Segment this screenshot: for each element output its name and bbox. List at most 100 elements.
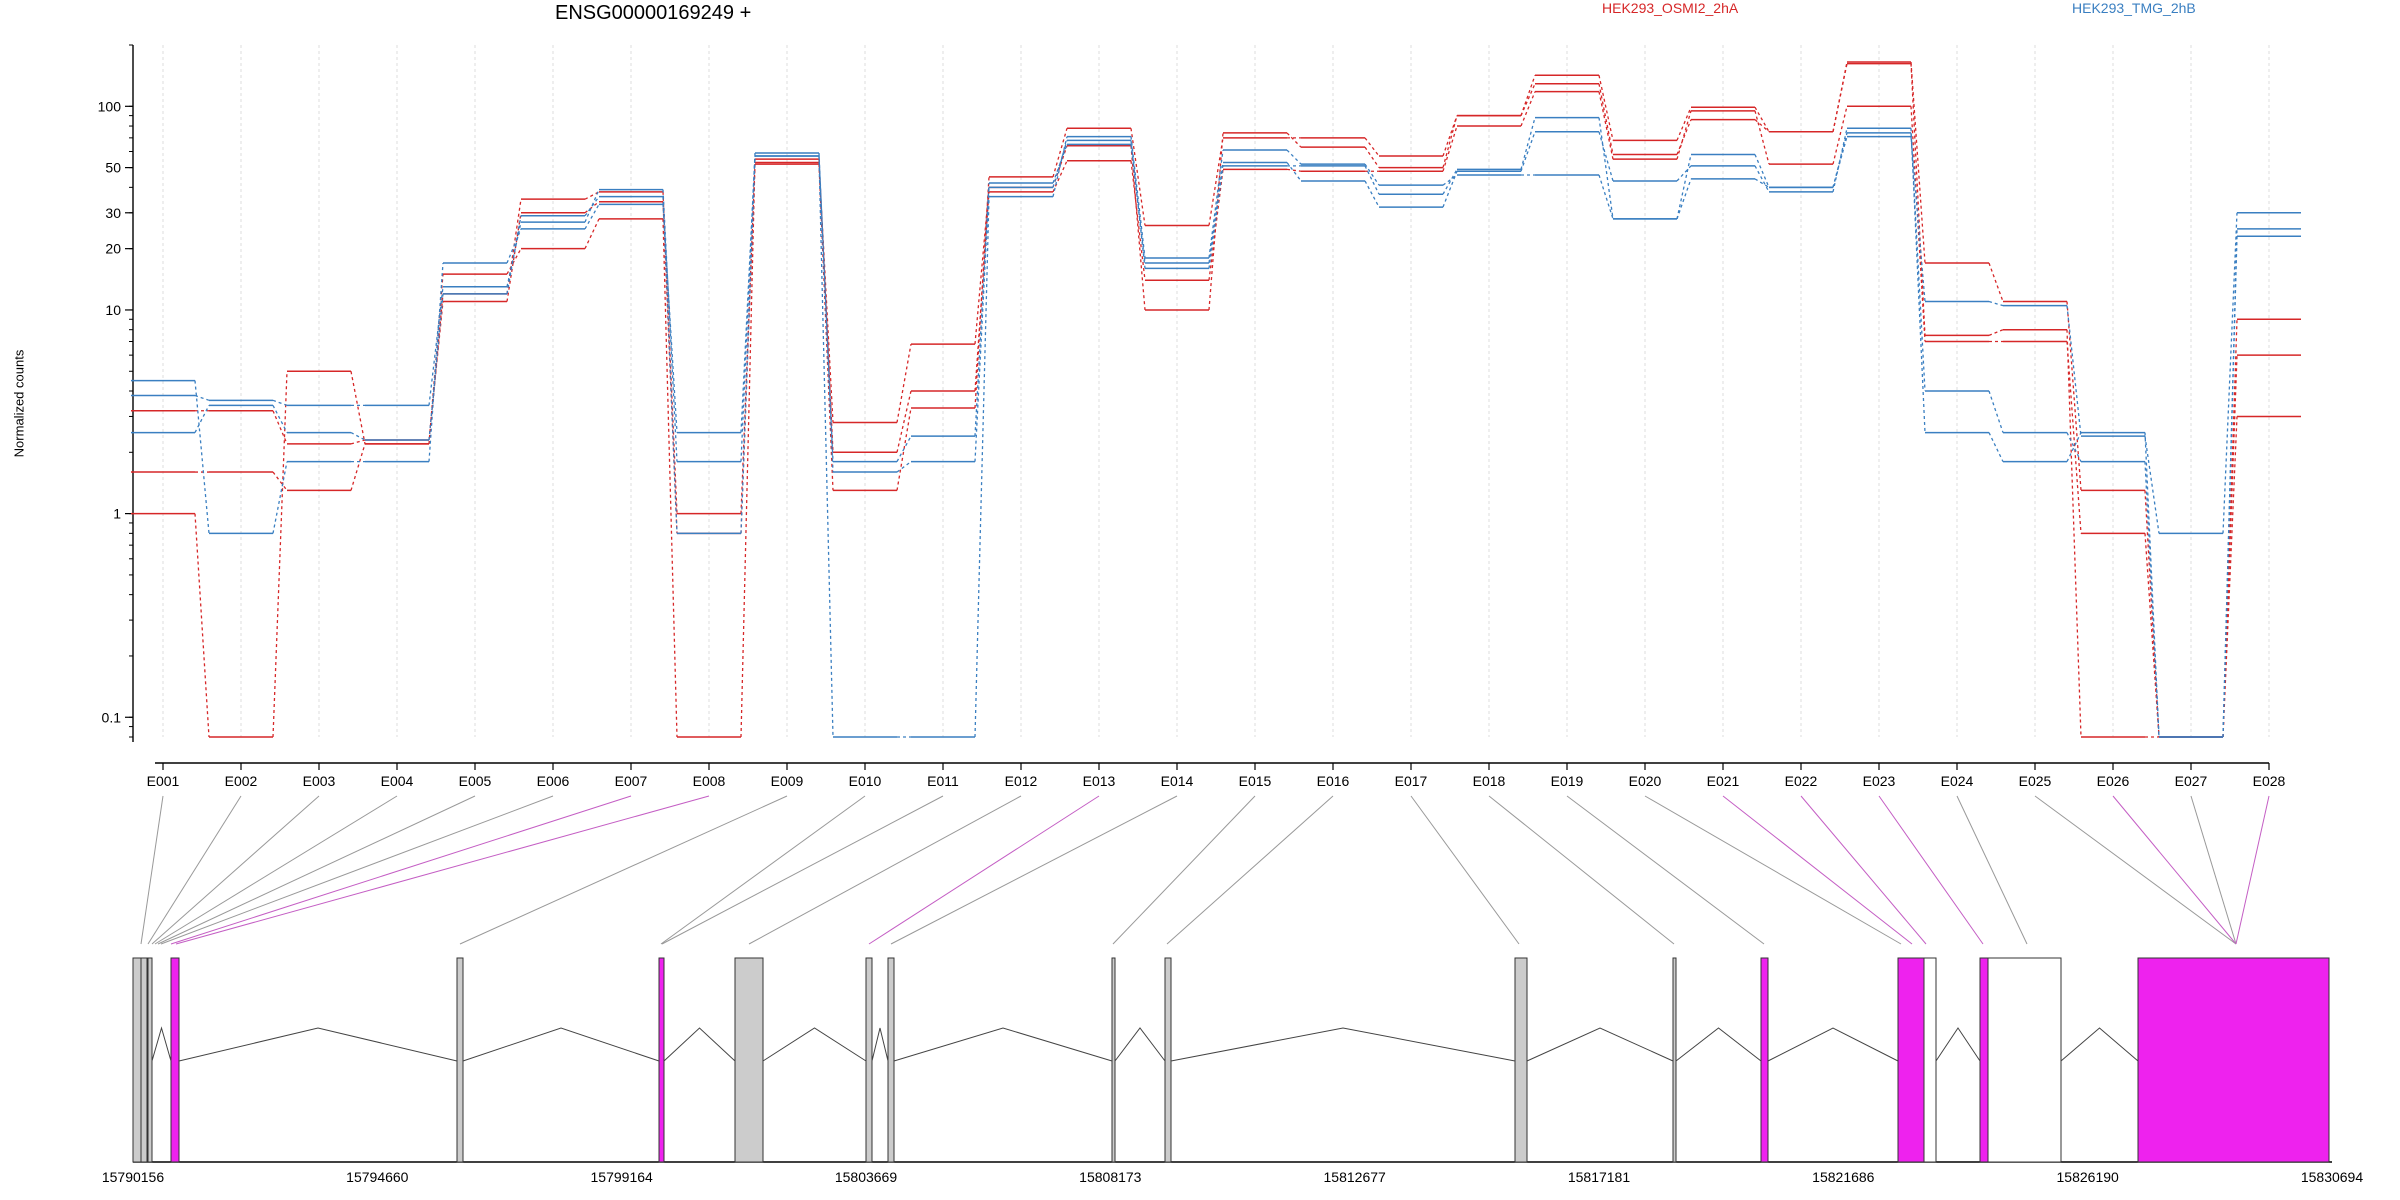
series-connector <box>1442 169 1458 195</box>
series-connector <box>1364 163 1380 186</box>
series-connector <box>428 262 444 462</box>
series-connector <box>428 286 444 406</box>
series-connector <box>1754 178 1770 188</box>
exon-block <box>1514 957 1528 1163</box>
genome-tick-label: 15794660 <box>346 1169 409 1185</box>
series-connector <box>974 187 990 345</box>
connector-e014 <box>890 795 1178 945</box>
series-connector <box>1910 128 1926 433</box>
series-connector <box>1598 131 1614 182</box>
series-connector <box>2066 301 2082 491</box>
intron-line <box>893 1027 1113 1062</box>
series-connector <box>1988 262 2004 302</box>
connector-e012 <box>748 795 1022 945</box>
y-tick-label: 0.1 <box>102 709 122 725</box>
series-connector <box>1208 132 1224 311</box>
series-connector <box>1130 128 1146 226</box>
series-connector <box>1130 160 1146 281</box>
series-connector <box>428 293 444 441</box>
series-connector <box>272 371 288 738</box>
connector-layer <box>140 795 2270 945</box>
genome-tick-label: 15821686 <box>1812 1169 1875 1185</box>
series-connector <box>662 204 678 433</box>
series-connector <box>974 182 990 437</box>
series-connector <box>1130 145 1146 311</box>
series-connector <box>1286 132 1302 148</box>
intron-line <box>1935 1027 1981 1062</box>
connector-e008 <box>175 795 710 945</box>
x-tick-label-e021: E021 <box>1707 773 1740 789</box>
genome-tick-label: 15830694 <box>2301 1169 2364 1185</box>
series-2 <box>131 62 2301 738</box>
x-tick-label-e012: E012 <box>1005 773 1038 789</box>
intron-line <box>151 1026 172 1062</box>
series-connector <box>1676 119 1692 155</box>
intron-line <box>178 1027 458 1062</box>
series-connector <box>974 196 990 738</box>
connector-e022 <box>1800 795 1927 945</box>
series-connector <box>2066 432 2082 462</box>
axes-layer: 0.1 1 10 20 30 50 100 E001 E002 E003 E004 E005 E006 E… <box>98 44 2286 789</box>
series-connector <box>194 394 210 401</box>
series-connector <box>896 407 912 491</box>
exon-block <box>887 957 895 1163</box>
connector-e009 <box>459 795 788 945</box>
series-connector <box>1598 91 1614 160</box>
series-connector <box>1130 136 1146 259</box>
x-tick-label-e028: E028 <box>2253 773 2286 789</box>
series-connector <box>506 228 522 264</box>
x-tick-label-e004: E004 <box>381 773 414 789</box>
genome-tick-label: 15812677 <box>1324 1169 1387 1185</box>
exon-block <box>1672 957 1677 1163</box>
series-connector <box>2066 305 2082 437</box>
exon-block <box>456 957 464 1163</box>
series-connector <box>584 201 600 214</box>
x-tick-label-e020: E020 <box>1629 773 1662 789</box>
series-connector <box>1364 180 1380 208</box>
intron-line <box>663 1027 736 1062</box>
series-connector <box>272 461 288 534</box>
y-tick-label: 1 <box>113 506 121 522</box>
series-connector <box>1988 432 2004 462</box>
series-connector <box>1754 106 1770 133</box>
exon-block <box>1979 957 1989 1163</box>
x-tick-label-e017: E017 <box>1395 773 1428 789</box>
series-connector <box>1676 178 1692 220</box>
series-connector <box>1676 165 1692 182</box>
series-connector <box>272 405 288 433</box>
exon-block <box>1164 957 1172 1163</box>
x-tick-label-e009: E009 <box>771 773 804 789</box>
series-connector <box>896 435 912 462</box>
exon-block <box>1897 957 1925 1163</box>
genome-tick-label: 15803669 <box>835 1169 898 1185</box>
series-connector <box>506 199 522 294</box>
series-connector <box>194 405 210 433</box>
series-connector <box>1520 83 1536 116</box>
series-connector <box>1910 63 1926 336</box>
x-tick-label-e016: E016 <box>1317 773 1350 789</box>
connector-e018 <box>1488 795 1675 945</box>
gene-model-layer: 15790156 15794660 15799164 15803669 15808173… <box>102 957 2364 1185</box>
x-tick-label-e018: E018 <box>1473 773 1506 789</box>
series-connector <box>1442 170 1458 208</box>
series-connector <box>1520 91 1536 127</box>
series-connector <box>272 471 288 491</box>
genome-tick-label: 15790156 <box>102 1169 165 1185</box>
legend-entry-tmg: HEK293_TMG_2hB <box>2072 0 2196 16</box>
series-connector <box>818 155 834 462</box>
series-connector <box>1520 117 1536 170</box>
series-connector <box>1130 144 1146 264</box>
y-tick-label: 20 <box>105 241 121 257</box>
series-connector <box>2144 461 2160 738</box>
x-tick-label-e014: E014 <box>1161 773 1194 789</box>
exon-block <box>865 957 873 1163</box>
series-connector <box>896 461 912 473</box>
connector-e023 <box>1878 795 1984 945</box>
series-connector <box>1598 83 1614 155</box>
series-connector <box>1754 119 1770 133</box>
connector-e015 <box>1112 795 1256 945</box>
x-tick-label-e003: E003 <box>303 773 336 789</box>
exon-block <box>1923 957 1937 1163</box>
connector-e006 <box>160 795 554 945</box>
